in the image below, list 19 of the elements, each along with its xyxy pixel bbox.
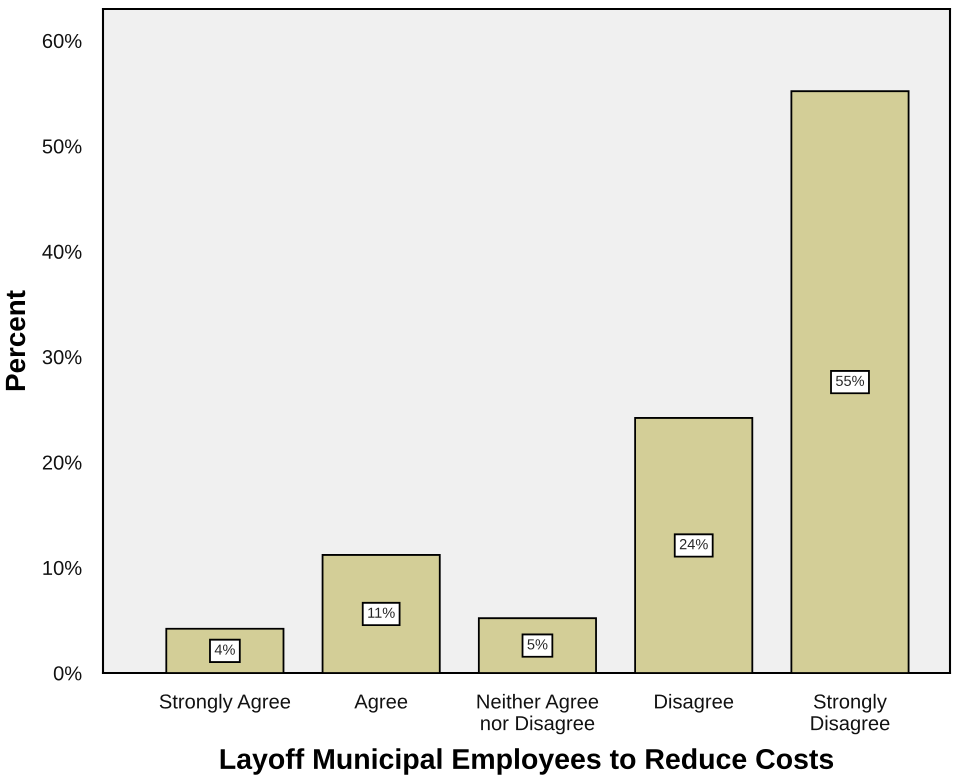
x-tick-label: Neither Agree nor Disagree <box>478 694 598 734</box>
y-axis-title: Percent <box>6 290 26 390</box>
y-tick-label: 0% <box>54 666 82 680</box>
y-tick-label: 20% <box>42 455 82 470</box>
data-label: 4% <box>214 644 235 655</box>
y-tick-label: 30% <box>42 350 82 364</box>
y-tick-label: 40% <box>42 244 82 259</box>
data-label: 24% <box>680 539 708 550</box>
y-tick-label: 60% <box>42 34 82 48</box>
x-tick-label: Disagree <box>655 694 734 713</box>
y-tick-label: 50% <box>42 139 82 154</box>
x-tick-label: Strongly Agree <box>160 694 290 713</box>
x-axis-title: Layoff Municipal Employees to Reduce Costs <box>220 748 834 775</box>
data-label: 11% <box>368 608 395 618</box>
x-tick-label: Agree <box>354 694 408 713</box>
y-tick-label: 10% <box>43 560 82 576</box>
data-label: 55% <box>836 376 864 386</box>
x-tick-label: Strongly Disagree <box>811 694 890 734</box>
data-label: 5% <box>527 639 548 650</box>
